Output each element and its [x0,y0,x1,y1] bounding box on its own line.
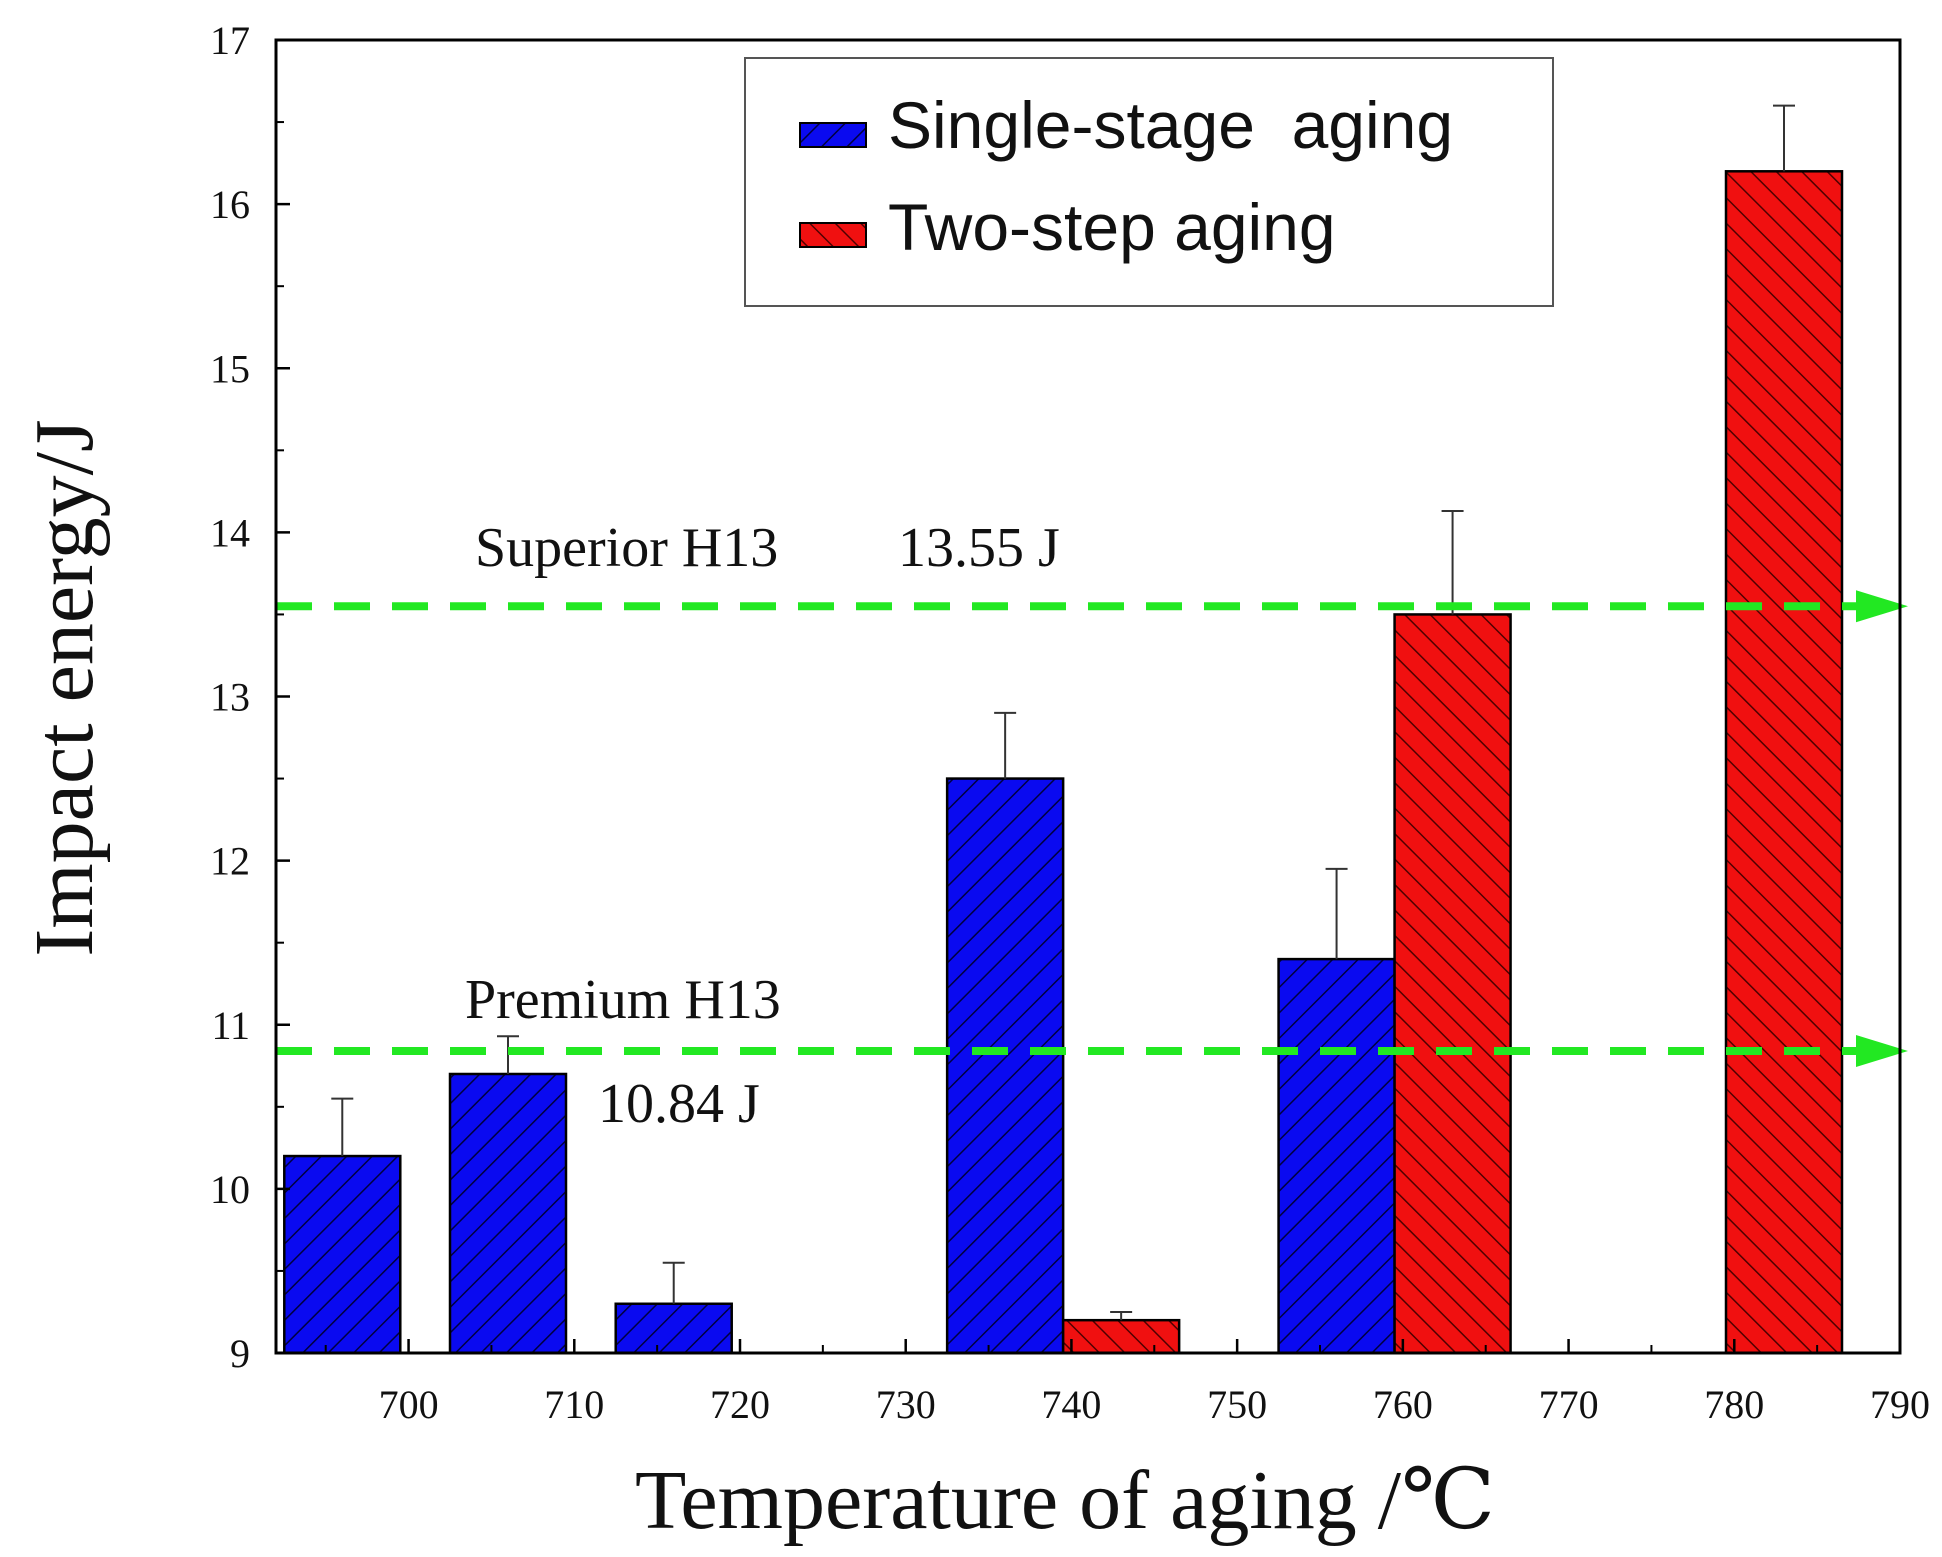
reference-arrow-1 [1856,1035,1908,1068]
error-bars [331,104,1795,1321]
axis-ticks: 700 710 720 730 740 750 760 770 780 790 9 10 11 12 13 1… [210,18,1930,1427]
premium-h13-value: 10.84 J [598,1073,760,1135]
x-tick-label-720: 720 [710,1382,770,1427]
bar-two-step-783 [1724,170,1844,1355]
y-tick-label-11: 11 [211,1003,250,1048]
legend-swatch-single-stage [799,122,867,148]
y-tick-label-16: 16 [210,182,250,227]
bar-single-stage-706 [448,1072,568,1355]
reference-lines [276,590,1908,1068]
x-tick-label-710: 710 [544,1382,604,1427]
x-tick-label-700: 700 [379,1382,439,1427]
y-tick-label-14: 14 [210,510,250,555]
bar-two-step-743 [1061,1318,1181,1355]
superior-h13-label: Superior H13 [475,517,778,579]
x-tick-label-730: 730 [876,1382,936,1427]
legend-swatch-two-step [799,222,867,248]
superior-h13-value: 13.55 J [898,517,1060,579]
x-tick-label-740: 740 [1041,1382,1101,1427]
y-tick-label-15: 15 [210,346,250,391]
x-axis-title: Temperature of aging /℃ [635,1454,1495,1547]
legend-box [744,57,1554,307]
x-tick-label-790: 790 [1870,1382,1930,1427]
x-tick-label-780: 780 [1704,1382,1764,1427]
reference-arrow-0 [1856,590,1908,623]
legend-label-two-step: Two-step aging [888,190,1336,264]
y-tick-label-12: 12 [210,839,250,884]
legend-label-single-stage: Single-stage aging [888,88,1453,162]
y-tick-label-10: 10 [210,1167,250,1212]
x-tick-label-770: 770 [1539,1382,1599,1427]
y-tick-label-17: 17 [210,18,250,63]
y-tick-label-13: 13 [210,675,250,720]
bar-single-stage-756 [1277,957,1396,1355]
x-tick-label-760: 760 [1373,1382,1433,1427]
bars [283,170,1844,1355]
bar-single-stage-716 [614,1302,733,1355]
premium-h13-label: Premium H13 [465,969,781,1031]
bar-two-step-763 [1393,613,1512,1355]
x-tick-label-750: 750 [1207,1382,1267,1427]
bar-single-stage-696 [283,1154,402,1355]
y-axis-title: Impact energy/J [18,419,111,956]
legend: Single-stage aging Two-step aging [744,57,1554,307]
bar-single-stage-736 [945,777,1065,1355]
y-tick-label-9: 9 [230,1331,250,1376]
